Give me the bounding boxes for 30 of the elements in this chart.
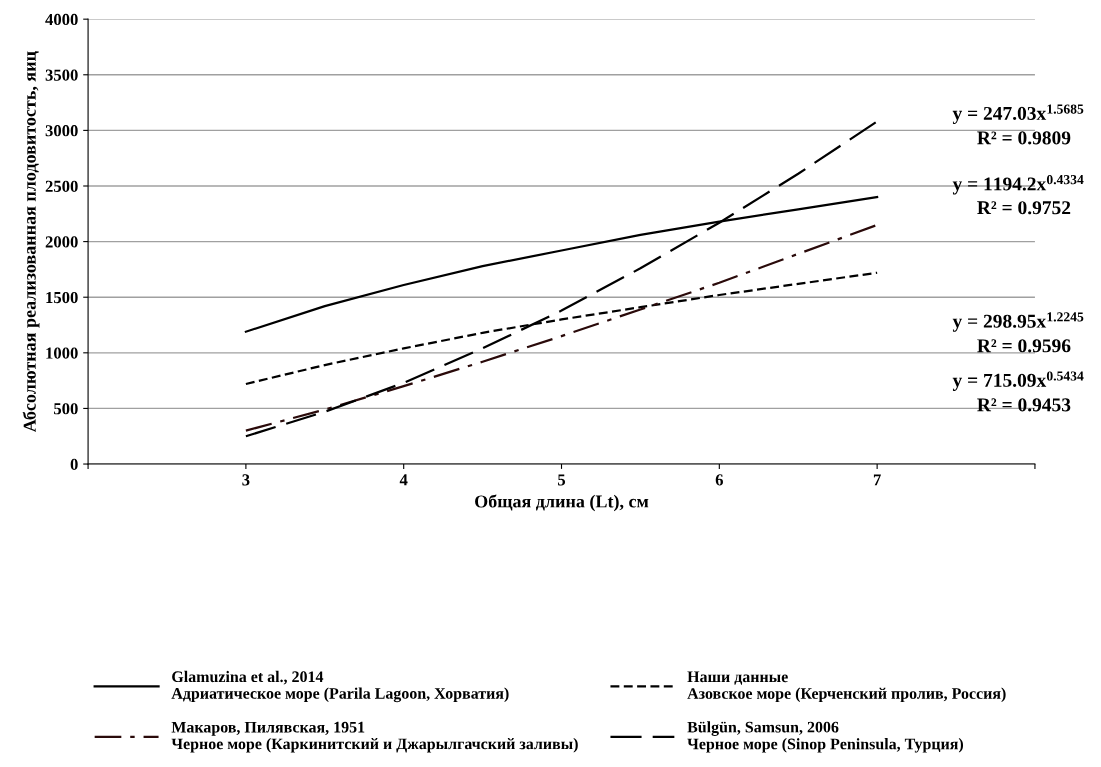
x-tick-label: 7: [873, 474, 881, 486]
legend-label: Макаров, Пилявская, 1951 Черное море (Каркинитский и Джарылгачский заливы): [171, 721, 578, 753]
annotation: R² = 0.9596: [977, 339, 1071, 353]
x-tick-label: 4: [399, 474, 408, 486]
y-tick-label: 3000: [45, 125, 78, 137]
annotation: y = 247.03x$^{1.5685}$: [952, 104, 1084, 124]
line-series: [244, 223, 879, 432]
y-tick-label: 3500: [45, 69, 78, 81]
annotation: y = 298.95x$^{1.2245}$: [952, 312, 1084, 332]
annotation: R² = 0.9453: [977, 398, 1071, 412]
x-axis-title: Общая длина (Lt), см: [475, 494, 649, 512]
x-tick-label: 5: [558, 474, 566, 486]
y-axis-title: Абсолютная реализованная плодовитость, яиц: [22, 51, 40, 433]
y-tick-label: 500: [54, 403, 78, 415]
y-tick-label: 1500: [46, 291, 78, 304]
annotation: R² = 0.9752: [977, 201, 1071, 215]
y-tick-label: 4000: [45, 13, 78, 26]
y-tick-label: 1000: [46, 347, 78, 359]
y-tick-label: 2500: [45, 180, 78, 192]
x-tick-label: 6: [715, 474, 723, 486]
legend-label: Glamuzina et al., 2014 Адриатическое море (Parila Lagoon, Хорватия): [171, 670, 509, 703]
annotation: y = 715.09x$^{0.5434}$: [952, 371, 1084, 391]
line-series: [244, 120, 879, 438]
x-tick-label: 3: [242, 474, 250, 486]
annotation: R² = 0.9809: [977, 131, 1071, 145]
legend-label: Наши данные Азовское море (Керченский пролив, Россия): [687, 671, 1006, 703]
annotation: y = 1194.2x$^{0.4334}$: [952, 175, 1084, 195]
legend-label: Bülgün, Samsun, 2006 Черное море (Sinop Peninsula, Турция): [687, 721, 964, 753]
y-tick-label: 0: [70, 458, 78, 470]
y-tick-label: 2000: [45, 236, 78, 248]
